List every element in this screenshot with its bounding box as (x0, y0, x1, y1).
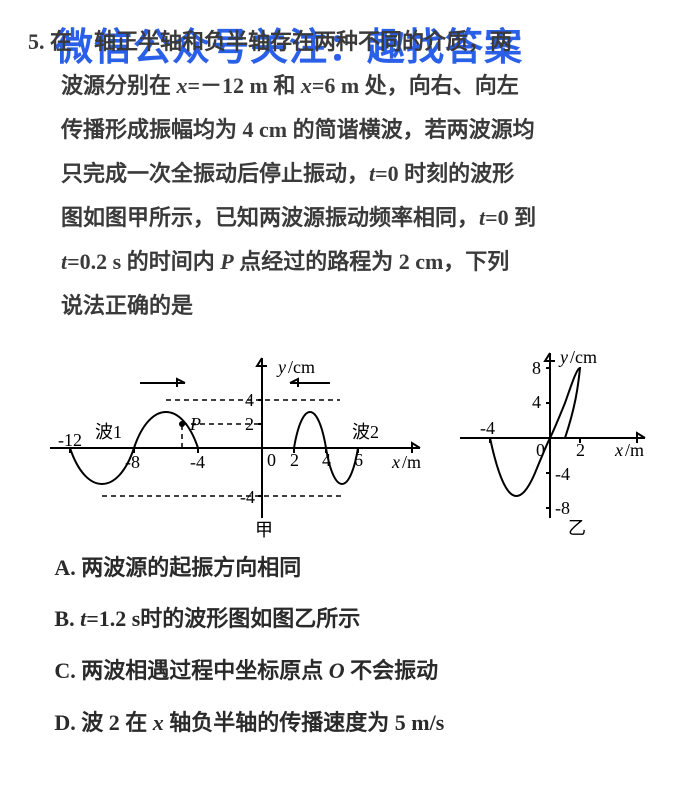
svg-text:x: x (391, 452, 400, 472)
svg-text:-8: -8 (555, 498, 570, 518)
question-stem: 5. 在 轴正半轴和负半轴存在两种不同的介质，两 波源分别在 x=－12 m 和… (28, 20, 672, 328)
svg-text:-12: -12 (58, 430, 82, 450)
options-block: A. 两波源的起振方向相同 B. t=1.2 s时的波形图如图乙所示 C. 两波… (28, 546, 672, 745)
svg-text:/m: /m (402, 452, 421, 472)
svg-text:y: y (276, 357, 286, 377)
stem-line-6: t=0.2 s 的时间内 P 点经过的路程为 2 cm，下列 (61, 249, 509, 274)
svg-text:6: 6 (354, 450, 363, 470)
stem-line-3: 传播形成振幅均为 4 cm 的简谐横波，若两波源均 (61, 117, 535, 142)
svg-text:x: x (614, 440, 623, 460)
stem-line-5: 图如图甲所示，已知两波源振动频率相同，t=0 到 (61, 205, 536, 230)
option-c: C. 两波相遇过程中坐标原点 O 不会振动 (54, 649, 672, 693)
option-b: B. t=1.2 s时的波形图如图乙所示 (54, 597, 672, 641)
question-number: 5. (28, 29, 45, 54)
svg-text:2: 2 (576, 440, 585, 460)
stem-line-7: 说法正确的是 (61, 293, 193, 318)
figure-yi: y /cm x /m -4 0 2 8 4 -4 -8 乙 (450, 338, 660, 538)
svg-text:-4: -4 (240, 487, 255, 507)
option-a: A. 两波源的起振方向相同 (54, 546, 672, 590)
svg-text:y: y (558, 347, 568, 367)
svg-text:/cm: /cm (570, 347, 597, 367)
diagram-row: 波1 波2 P y /cm x /m -12 -8 -4 0 2 4 6 4 2… (28, 338, 672, 538)
wave2-label: 波2 (352, 422, 379, 442)
svg-text:4: 4 (245, 390, 254, 410)
option-d: D. 波 2 在 x 轴负半轴的传播速度为 5 m/s (54, 701, 672, 745)
fig-yi-caption: 乙 (568, 518, 586, 538)
svg-text:8: 8 (532, 358, 541, 378)
svg-text:0: 0 (267, 450, 276, 470)
figure-jia: 波1 波2 P y /cm x /m -12 -8 -4 0 2 4 6 4 2… (40, 338, 440, 538)
svg-text:-4: -4 (480, 418, 495, 438)
svg-text:2: 2 (290, 450, 299, 470)
svg-text:/m: /m (625, 440, 644, 460)
stem-line-4: 只完成一次全振动后停止振动，t=0 时刻的波形 (61, 161, 514, 186)
p-label: P (189, 414, 201, 434)
svg-text:-4: -4 (555, 464, 570, 484)
fig-jia-caption: 甲 (255, 520, 273, 538)
svg-text:-8: -8 (125, 452, 140, 472)
wave1-label: 波1 (95, 422, 122, 442)
stem-line-2: 波源分别在 x=－12 m 和 x=6 m 处，向右、向左 (61, 73, 519, 98)
svg-text:4: 4 (532, 392, 541, 412)
svg-text:/cm: /cm (288, 357, 315, 377)
svg-text:0: 0 (536, 440, 545, 460)
svg-text:2: 2 (245, 414, 254, 434)
svg-text:-4: -4 (190, 452, 205, 472)
stem-line-1: 在 轴正半轴和负半轴存在两种不同的介质，两 (50, 29, 512, 54)
svg-text:4: 4 (322, 450, 331, 470)
